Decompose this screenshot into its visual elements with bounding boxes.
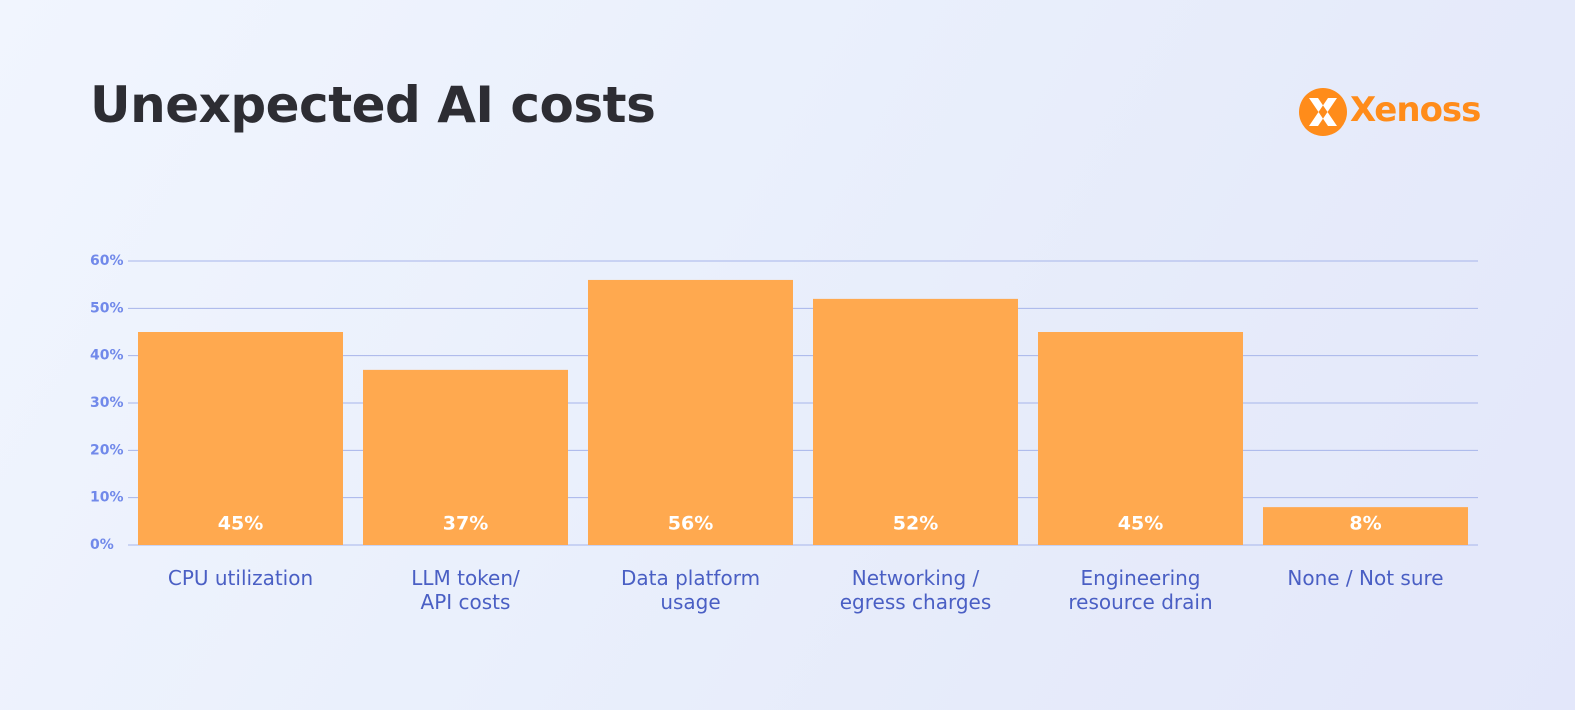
value-label: 37% bbox=[443, 513, 488, 535]
y-tick-label: 20% bbox=[90, 442, 124, 458]
y-tick-label: 0% bbox=[90, 537, 114, 553]
bar bbox=[1263, 507, 1468, 545]
x-tick-label: Networking / egress charges bbox=[839, 566, 992, 614]
value-label: 8% bbox=[1349, 513, 1381, 535]
bar bbox=[813, 298, 1018, 545]
x-tick-label: CPU utilization bbox=[167, 566, 314, 590]
chart-title: Unexpected AI costs bbox=[90, 76, 656, 134]
value-label: 45% bbox=[1118, 513, 1163, 535]
x-tick-label: LLM token/ API costs bbox=[411, 566, 520, 614]
y-tick-label: 50% bbox=[90, 300, 124, 316]
bar bbox=[1038, 332, 1243, 545]
bar bbox=[138, 332, 343, 545]
bar bbox=[588, 279, 793, 545]
x-tick-label: Engineering resource drain bbox=[1068, 566, 1213, 614]
y-tick-label: 30% bbox=[90, 395, 124, 411]
y-tick-label: 10% bbox=[90, 490, 124, 506]
bar bbox=[363, 369, 568, 545]
value-label: 56% bbox=[668, 513, 713, 535]
value-label: 45% bbox=[218, 513, 263, 535]
y-tick-label: 60% bbox=[90, 253, 124, 269]
x-tick-label: None / Not sure bbox=[1287, 566, 1444, 590]
logo-icon bbox=[1299, 88, 1347, 136]
value-label: 52% bbox=[893, 513, 938, 535]
x-tick-label: Data platform usage bbox=[620, 566, 761, 614]
logo-text: Xenoss bbox=[1350, 90, 1481, 130]
y-tick-label: 40% bbox=[90, 348, 124, 364]
